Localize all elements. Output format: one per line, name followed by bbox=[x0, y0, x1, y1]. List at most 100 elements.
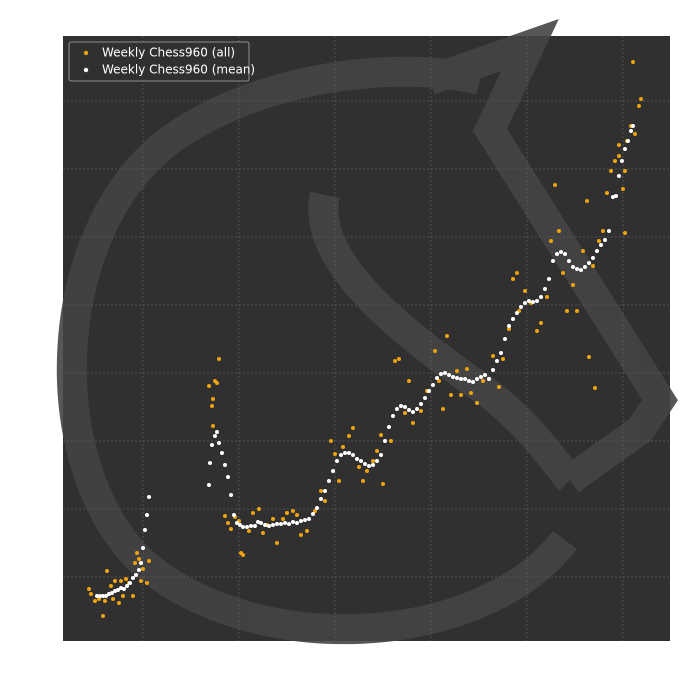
point bbox=[459, 377, 463, 381]
point bbox=[633, 132, 637, 136]
point bbox=[575, 267, 579, 271]
point bbox=[361, 479, 365, 483]
point bbox=[110, 591, 114, 595]
point bbox=[469, 391, 473, 395]
point bbox=[217, 357, 221, 361]
point bbox=[605, 191, 609, 195]
point bbox=[603, 238, 607, 242]
point bbox=[331, 469, 335, 473]
point bbox=[491, 354, 495, 358]
point bbox=[213, 434, 217, 438]
point bbox=[139, 561, 143, 565]
point bbox=[381, 482, 385, 486]
point bbox=[329, 439, 333, 443]
point bbox=[467, 379, 471, 383]
point bbox=[587, 261, 591, 265]
point bbox=[229, 527, 233, 531]
point bbox=[439, 372, 443, 376]
point bbox=[535, 329, 539, 333]
point bbox=[95, 594, 99, 598]
point bbox=[131, 576, 135, 580]
point bbox=[229, 493, 233, 497]
point bbox=[275, 522, 279, 526]
point bbox=[93, 599, 97, 603]
point bbox=[471, 380, 475, 384]
point bbox=[391, 414, 395, 418]
point bbox=[597, 239, 601, 243]
legend-label: Weekly Chess960 (mean) bbox=[102, 63, 255, 77]
point bbox=[609, 169, 613, 173]
legend-marker bbox=[83, 67, 89, 73]
point bbox=[437, 379, 441, 383]
point bbox=[307, 517, 311, 521]
point bbox=[134, 573, 138, 577]
point bbox=[122, 587, 126, 591]
legend-box bbox=[68, 41, 250, 82]
point bbox=[399, 404, 403, 408]
point bbox=[455, 376, 459, 380]
point bbox=[313, 509, 317, 513]
point bbox=[223, 514, 227, 518]
point bbox=[111, 597, 115, 601]
point bbox=[617, 154, 621, 158]
point bbox=[241, 553, 245, 557]
point bbox=[445, 334, 449, 338]
point bbox=[626, 139, 630, 143]
point bbox=[257, 507, 261, 511]
point bbox=[226, 521, 230, 525]
point bbox=[343, 451, 347, 455]
point bbox=[491, 368, 495, 372]
point bbox=[459, 393, 463, 397]
point bbox=[497, 385, 501, 389]
point bbox=[583, 265, 587, 269]
point bbox=[411, 421, 415, 425]
point bbox=[215, 430, 219, 434]
point bbox=[565, 309, 569, 313]
point bbox=[323, 499, 327, 503]
point bbox=[291, 509, 295, 513]
point bbox=[545, 295, 549, 299]
point bbox=[587, 355, 591, 359]
point bbox=[601, 229, 605, 233]
point bbox=[139, 579, 143, 583]
point bbox=[351, 453, 355, 457]
point bbox=[579, 268, 583, 272]
point bbox=[613, 159, 617, 163]
point bbox=[141, 546, 145, 550]
point bbox=[220, 451, 224, 455]
point bbox=[98, 594, 102, 598]
point bbox=[319, 497, 323, 501]
point bbox=[359, 459, 363, 463]
point bbox=[407, 408, 411, 412]
point bbox=[137, 568, 141, 572]
point bbox=[379, 433, 383, 437]
point bbox=[599, 243, 603, 247]
point bbox=[495, 359, 499, 363]
point bbox=[271, 523, 275, 527]
point bbox=[101, 594, 105, 598]
point bbox=[555, 252, 559, 256]
point bbox=[253, 524, 257, 528]
point bbox=[415, 407, 419, 411]
point bbox=[217, 441, 221, 445]
point bbox=[379, 453, 383, 457]
point bbox=[137, 557, 141, 561]
plot-area bbox=[63, 36, 670, 641]
point bbox=[259, 521, 263, 525]
point bbox=[323, 489, 327, 493]
point bbox=[124, 577, 128, 581]
point bbox=[339, 453, 343, 457]
point bbox=[267, 524, 271, 528]
point bbox=[145, 513, 149, 517]
point bbox=[113, 579, 117, 583]
legend-label: Weekly Chess960 (all) bbox=[102, 46, 235, 60]
point bbox=[433, 349, 437, 353]
point bbox=[591, 256, 595, 260]
point bbox=[119, 579, 123, 583]
point bbox=[397, 357, 401, 361]
point bbox=[133, 561, 137, 565]
point bbox=[449, 393, 453, 397]
point bbox=[87, 587, 91, 591]
point bbox=[371, 463, 375, 467]
point bbox=[147, 559, 151, 563]
